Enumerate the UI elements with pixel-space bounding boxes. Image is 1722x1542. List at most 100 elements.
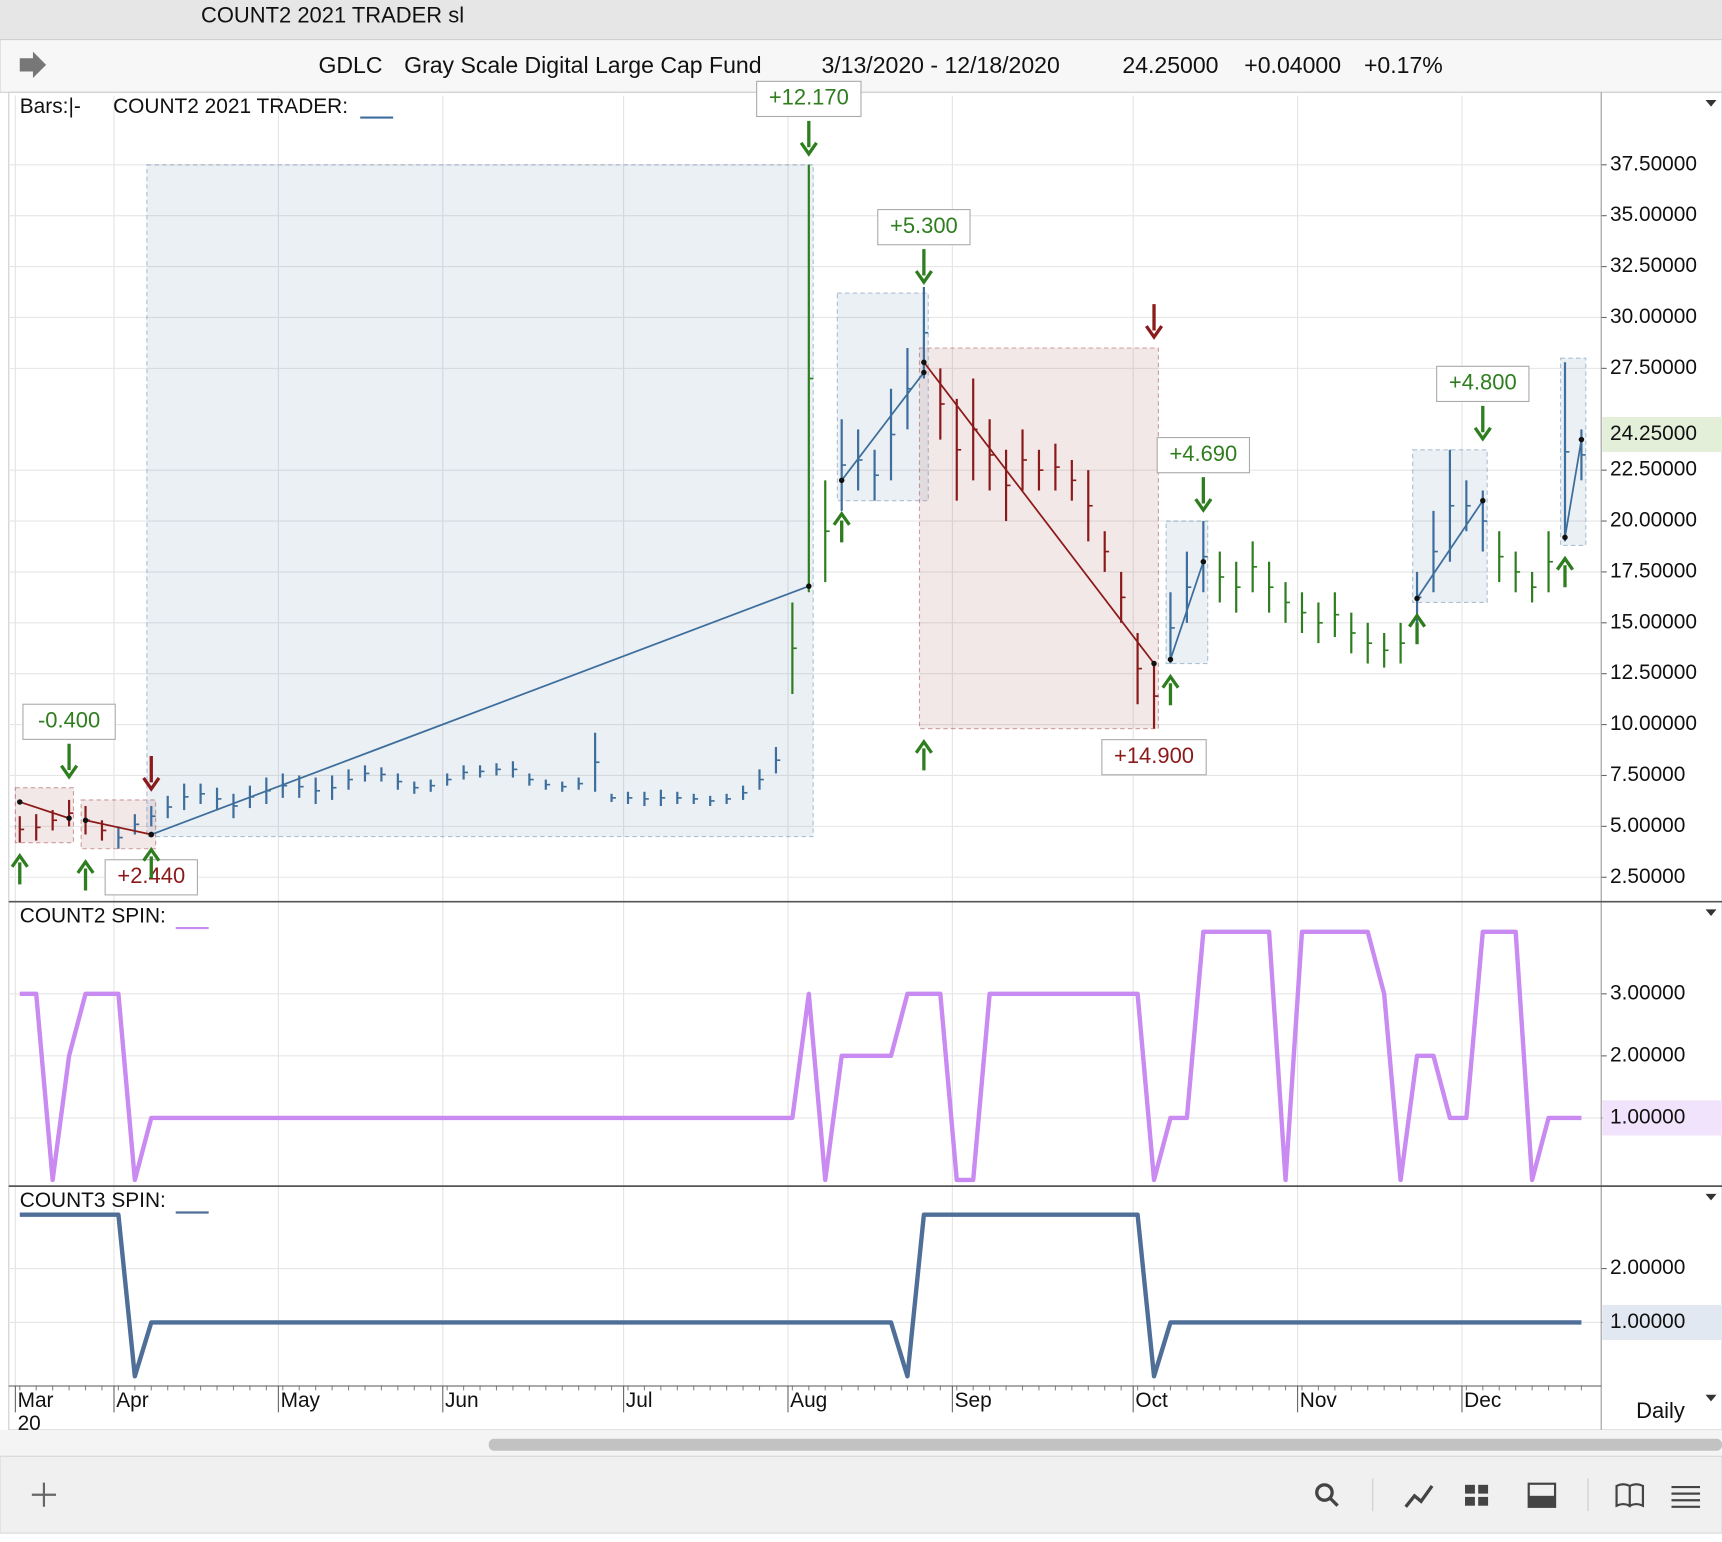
- entry-arrow: [914, 738, 933, 771]
- trade-exit: [1151, 660, 1157, 667]
- y-tick-label: 10.00000: [1610, 712, 1697, 735]
- exit-arrow: [914, 249, 933, 285]
- entry-arrow: [1161, 673, 1180, 706]
- trade-box: [14, 787, 75, 844]
- trade-exit: [66, 815, 72, 821]
- spin-line: [19, 929, 1582, 1183]
- trade-label-box: [756, 80, 862, 118]
- last-price-marker: [1602, 416, 1722, 453]
- trade-line: [923, 361, 1155, 665]
- y-tick-label: 2.50000: [1610, 865, 1685, 888]
- trade-exit: [1200, 559, 1207, 565]
- y-tick-label: 3.00000: [1610, 981, 1685, 1004]
- x-tick-label: Jun: [445, 1389, 479, 1412]
- scrollbar-thumb[interactable]: [488, 1438, 1722, 1451]
- x-tick-label: Dec: [1464, 1389, 1501, 1412]
- y-tick-label: 2.00000: [1610, 1256, 1685, 1279]
- arrow-button[interactable]: [19, 51, 47, 79]
- menu-button[interactable]: [1671, 1485, 1701, 1508]
- trade-label-box: [22, 703, 116, 740]
- trade-entry: [1167, 656, 1174, 663]
- entry-arrow: [1555, 555, 1575, 588]
- x-tick-label: Aug: [790, 1389, 827, 1412]
- trade-entry: [1414, 595, 1420, 602]
- book-button[interactable]: [1615, 1483, 1645, 1508]
- trade-label: -0.400: [38, 708, 100, 733]
- trade-label-box: [877, 209, 971, 246]
- price: 24.25000: [1122, 52, 1218, 78]
- trade-label-box: [1101, 739, 1207, 776]
- exit-arrow: [142, 755, 161, 792]
- grid-button[interactable]: [1465, 1484, 1475, 1494]
- y-tick-label: 7.50000: [1610, 763, 1685, 786]
- layout-button[interactable]: [1528, 1495, 1556, 1507]
- y-tick-label: 20.00000: [1610, 509, 1697, 532]
- last-value-marker: [1602, 1304, 1722, 1341]
- exit-arrow: [1473, 405, 1492, 442]
- y-tick-label: 2.00000: [1610, 1043, 1685, 1066]
- date-range: 3/13/2020 - 12/18/2020: [821, 52, 1059, 78]
- fund-name: Gray Scale Digital Large Cap Fund: [404, 52, 761, 78]
- exit-arrow: [799, 120, 818, 157]
- x-tick-label: May: [281, 1389, 321, 1412]
- change: +0.04000: [1244, 52, 1341, 78]
- layout-frame: [1527, 1482, 1557, 1508]
- trade-label: +5.300: [890, 213, 958, 238]
- change-pct: +0.17%: [1364, 52, 1443, 78]
- period[interactable]: Daily: [1636, 1398, 1685, 1423]
- trade-entry: [17, 799, 23, 805]
- chart-button[interactable]: [1404, 1484, 1434, 1508]
- trade-line: [1564, 439, 1583, 538]
- y-tick-label: 32.50000: [1610, 254, 1697, 277]
- trade-line: [19, 801, 70, 820]
- trade-exit: [921, 369, 927, 376]
- panel-title: COUNT2 SPIN:: [20, 905, 166, 928]
- y-tick-label: 1.00000: [1610, 1105, 1685, 1128]
- chart-area: [8, 91, 1722, 1431]
- y-tick-label: 15.00000: [1610, 610, 1697, 633]
- chart-layer: Mar Apr May Jun Jul Aug Sep Oct Nov Dec 20 2.50000 5…: [8, 80, 1722, 1435]
- y-tick-label: 17.50000: [1610, 559, 1697, 582]
- x-tick-label: Mar: [18, 1389, 54, 1412]
- search-handle: [1328, 1496, 1339, 1507]
- add-button[interactable]: [31, 1482, 57, 1507]
- trade-label: +14.900: [1114, 743, 1194, 768]
- y-tick-label: 12.50000: [1610, 661, 1697, 684]
- window-title: COUNT2 2021 TRADER sl: [201, 2, 464, 27]
- y-tick-label: 22.50000: [1610, 458, 1697, 481]
- trade-entry: [1562, 534, 1568, 541]
- x-tick-label: Oct: [1135, 1389, 1168, 1412]
- trade-exit: [806, 583, 812, 589]
- trade-entry: [82, 817, 89, 824]
- x-tick-label: Jul: [626, 1389, 653, 1412]
- exit-arrow: [1144, 304, 1164, 340]
- entry-arrow: [76, 859, 95, 891]
- trade-line: [840, 371, 925, 481]
- y-tick-label: 30.00000: [1610, 305, 1697, 328]
- symbol: GDLC: [318, 52, 382, 78]
- trade-box: [146, 164, 814, 838]
- entry-arrow: [832, 510, 851, 543]
- legend-bars: Bars:|-: [20, 95, 81, 118]
- trade-entry: [838, 477, 845, 484]
- grid-button-cell: [1465, 1496, 1475, 1506]
- x-tick-label: Sep: [955, 1389, 992, 1412]
- entry-arrow: [1408, 612, 1427, 645]
- last-value-marker: [1602, 1100, 1722, 1136]
- panel-title: COUNT2 2021 TRADER:: [113, 95, 348, 118]
- title-bar: [0, 0, 1722, 40]
- exit-arrow: [1194, 477, 1213, 513]
- y-tick-label: 35.00000: [1610, 203, 1697, 226]
- y-tick-label: 1.00000: [1610, 1310, 1685, 1333]
- last-price-label: 24.25000: [1610, 422, 1697, 445]
- grid-button-cell: [1478, 1496, 1489, 1506]
- trade-label-box: [1436, 365, 1530, 403]
- trade-label: +4.800: [1449, 370, 1517, 395]
- y-tick-label: 5.00000: [1610, 814, 1685, 837]
- trade-entry: [921, 359, 927, 366]
- trade-label: +12.170: [769, 85, 849, 110]
- trade-line: [1416, 500, 1484, 599]
- grid-button-cell: [1478, 1484, 1489, 1494]
- search-button[interactable]: [1315, 1483, 1334, 1502]
